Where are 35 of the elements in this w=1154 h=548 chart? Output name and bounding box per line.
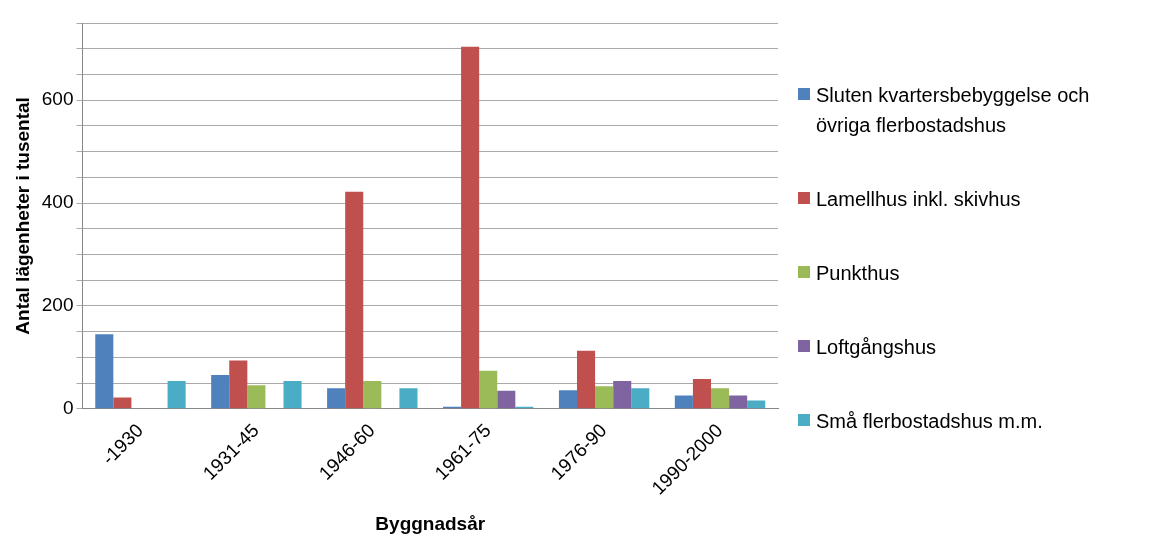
bar <box>247 385 266 409</box>
bar <box>631 388 650 409</box>
bar <box>479 370 498 409</box>
bar <box>211 374 230 409</box>
y-tick-label: 400 <box>41 191 74 213</box>
bar <box>613 381 632 409</box>
bar <box>461 46 480 409</box>
bar <box>692 378 711 409</box>
bar <box>595 386 614 409</box>
bar <box>711 388 730 409</box>
bar <box>327 388 346 409</box>
bar <box>167 381 186 409</box>
bar <box>399 388 418 409</box>
legend-label: Små flerbostadshus m.m. <box>816 409 1043 434</box>
bar <box>95 334 114 409</box>
bar <box>558 390 577 409</box>
legend-label: Lamellhus inkl. skivhus <box>816 187 1021 212</box>
bar <box>345 191 364 409</box>
legend-label: Loftgångshus <box>816 335 937 360</box>
legend-label: Punkthus <box>816 261 900 286</box>
bar <box>729 395 748 409</box>
bar <box>363 381 382 409</box>
x-axis-title: Byggnadsår <box>375 512 486 534</box>
bar <box>497 390 516 409</box>
legend-label: Sluten kvartersbebyggelse och övriga flerbostadshus <box>816 83 1091 138</box>
bar <box>674 395 693 409</box>
y-axis-title: Antal lägenheter i tusental <box>11 97 33 335</box>
y-tick-label: 0 <box>62 397 74 419</box>
bar <box>229 360 248 409</box>
bar <box>747 400 766 409</box>
bar <box>113 397 132 409</box>
y-tick-label: 200 <box>41 294 74 316</box>
bar <box>283 381 302 409</box>
y-tick-label: 600 <box>41 88 74 110</box>
bar <box>577 350 596 409</box>
